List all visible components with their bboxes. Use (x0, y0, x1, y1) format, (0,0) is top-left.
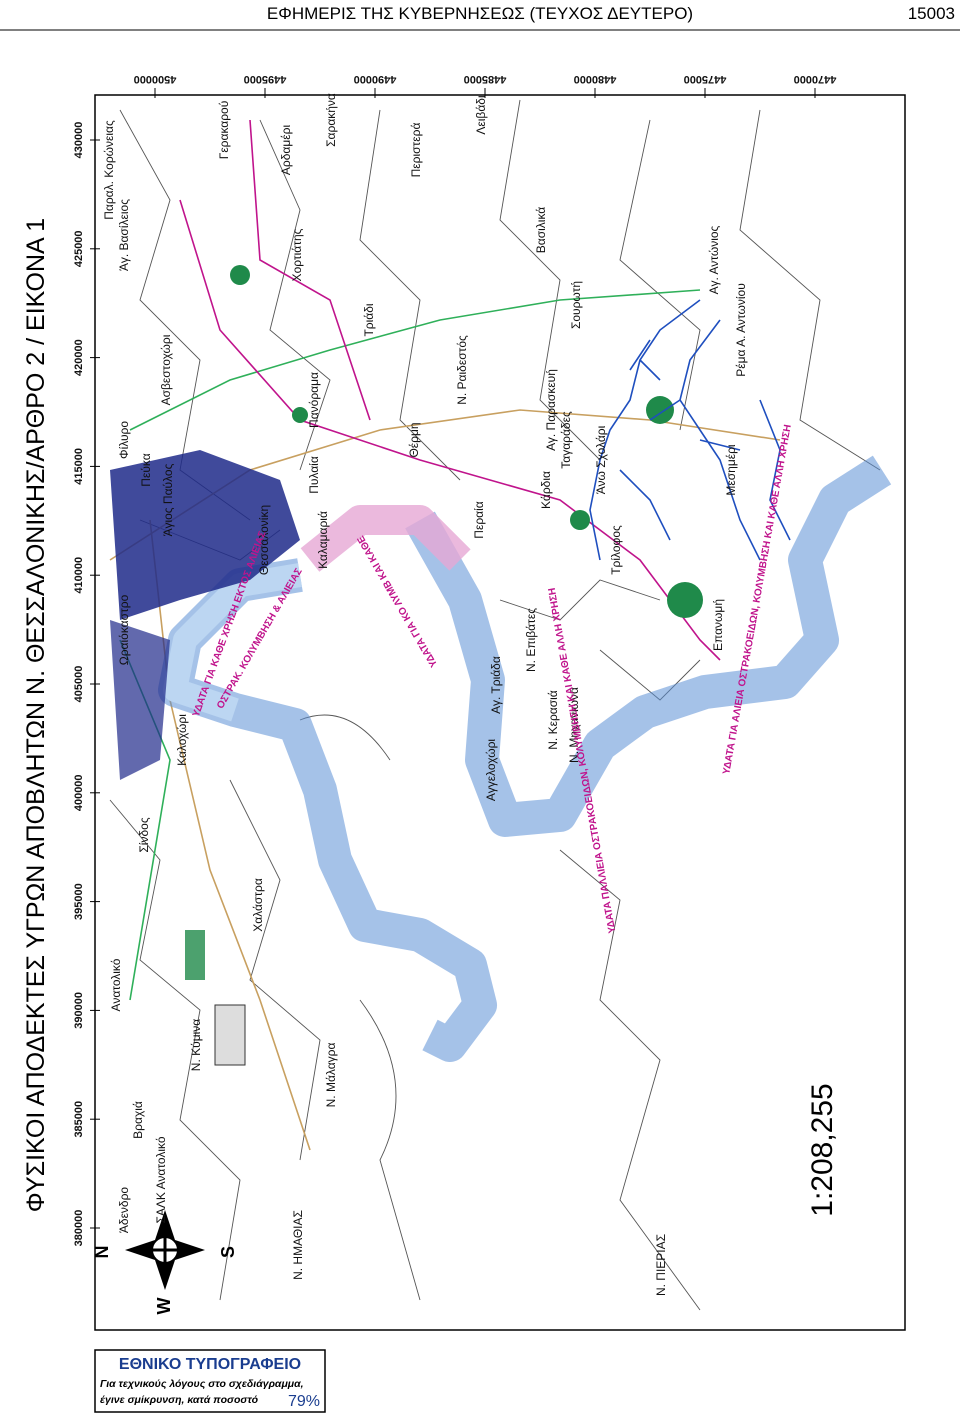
map-title: ΦΥΣΙΚΟΙ ΑΠΟΔΕΚΤΕΣ ΥΓΡΩΝ ΑΠΟΒΛΗΤΩΝ Ν. ΘΕΣ… (22, 218, 50, 1212)
rivers (589, 299, 791, 561)
place-label: Σουρωτή (569, 281, 583, 329)
compass-north: N (92, 1246, 112, 1259)
place-label: Θεσσαλονίκη (257, 505, 271, 575)
place-label: Τριάδι (362, 303, 376, 336)
place-label: Πεύκα (139, 453, 153, 486)
header-title: ΕΦΗΜΕΡΙΣ ΤΗΣ ΚΥΒΕΡΝΗΣΕΩΣ (ΤΕΥΧΟΣ ΔΕΥΤΕΡΟ… (267, 4, 693, 23)
place-label: Βραχιά (131, 1101, 145, 1139)
place-label: Αγ. Παρασκευή (544, 369, 558, 451)
easting-label: 395000 (73, 883, 85, 920)
place-label: Καλαμαριά (316, 511, 330, 569)
place-label: Πανόραμα (307, 372, 321, 428)
place-label: Ασβεστοχώρι (159, 334, 173, 405)
easting-label: 390000 (73, 992, 85, 1029)
place-label: Αγγελοχώρι (484, 739, 498, 801)
northing-label: 4485000 (464, 73, 507, 85)
place-label: Πυλαία (307, 456, 321, 494)
place-label: Περιστερά (409, 123, 423, 178)
footer-note: έγινε σμίκρυνση, κατά ποσοστό (100, 1394, 259, 1406)
place-label: Λειβάδι (474, 95, 488, 135)
page-number: 15003 (908, 4, 955, 23)
place-label: Άνω Σχολάρι (594, 425, 608, 494)
gulf-inner (163, 563, 302, 722)
place-label: Μεσημέρι (724, 444, 738, 496)
place-label: Ωραιόκαστρο (117, 594, 131, 665)
footer-publisher: ΕΘΝΙΚΟ ΤΥΠΟΓΡΑΦΕΙΟ (119, 1356, 301, 1373)
northing-label: 4475000 (684, 73, 727, 85)
place-label: Γερακαρού (217, 101, 231, 160)
urban-areas (110, 265, 703, 1066)
place-label: Ν. Μηχανιώνα (567, 687, 581, 763)
place-label: Παραλ. Κορώνειας (102, 120, 116, 220)
place-label: Άδενδρο (117, 1187, 131, 1234)
map-area (94, 94, 906, 1331)
place-label: Βασιλικά (534, 207, 548, 254)
compass-south: S (218, 1246, 238, 1258)
place-label: Ν. Ραιδεστός (455, 335, 469, 405)
easting-label: 415000 (73, 448, 85, 485)
northing-label: 4495000 (244, 73, 287, 85)
footer-box (94, 1349, 326, 1413)
place-label: Άγιος Παύλος (161, 463, 175, 536)
easting-label: 425000 (73, 230, 85, 267)
place-label: Αγ. Τριάδα (489, 656, 503, 714)
northing-label: 4500000 (134, 73, 177, 85)
northing-label: 4480000 (574, 73, 617, 85)
place-label: Ν. Κερασιά (546, 690, 560, 750)
gulf-band-east (405, 455, 892, 837)
easting-label: 405000 (73, 666, 85, 703)
place-label: Ν. ΠΙΕΡΙΑΣ (654, 1234, 668, 1296)
gulf-band-pink (300, 505, 471, 572)
place-label: Ρέμα Α. Αντωνίου (734, 283, 748, 377)
footer: ΕΘΝΙΚΟ ΤΥΠΟΓΡΑΦΕΙΟ Για τεχνικούς λόγους … (94, 1349, 326, 1413)
northing-label: 4470000 (794, 73, 837, 85)
easting-label: 420000 (73, 339, 85, 376)
place-label: Αρδαμέρι (279, 125, 293, 176)
place-label: Κάρδια (539, 471, 553, 509)
easting-label: 380000 (73, 1210, 85, 1247)
place-label: Αγ. Αντώνιος (707, 225, 721, 294)
place-label: Φίλυρο (117, 421, 131, 459)
footer-note: Για τεχνικούς λόγους στο σχεδιάγραμμα, (100, 1378, 304, 1390)
place-label: Άγ. Βασίλειος (117, 199, 131, 271)
easting-label: 430000 (73, 122, 85, 159)
compass: N S W (92, 1210, 238, 1315)
map-scale: 1:208,255 (806, 1083, 839, 1216)
place-label: Ανατολικό (109, 958, 123, 1011)
place-label: Ν. Επιβάτες (524, 608, 538, 672)
place-label: Περαία (472, 501, 486, 538)
place-label: Χαλάστρα (251, 878, 265, 932)
compass-west: W (154, 1298, 174, 1315)
place-label: Ν. ΗΜΑΘΙΑΣ (291, 1210, 305, 1280)
place-label: Θέρμη (407, 422, 421, 457)
place-label: Καλοχώρι (175, 714, 189, 766)
place-label: Σίνδος (137, 817, 151, 852)
place-label: Ταγαράδες (559, 411, 573, 469)
place-label: Τρίλοφος (609, 525, 623, 575)
place-label: Ν. Κύμινα (189, 1019, 203, 1071)
place-label: Σαρακήνα (324, 93, 338, 147)
easting-label: 400000 (73, 774, 85, 811)
northing-label: 4490000 (354, 73, 397, 85)
place-label: Χορτιάτης (290, 228, 304, 281)
place-label: Ν. Μάλαγρα (324, 1043, 338, 1108)
place-label: Επανωμή (711, 599, 725, 651)
footer-reduction: 79% (288, 1393, 320, 1410)
place-label: ΣΑΛΚ Ανατολικό (154, 1136, 168, 1223)
easting-label: 410000 (73, 557, 85, 594)
easting-label: 385000 (73, 1101, 85, 1138)
